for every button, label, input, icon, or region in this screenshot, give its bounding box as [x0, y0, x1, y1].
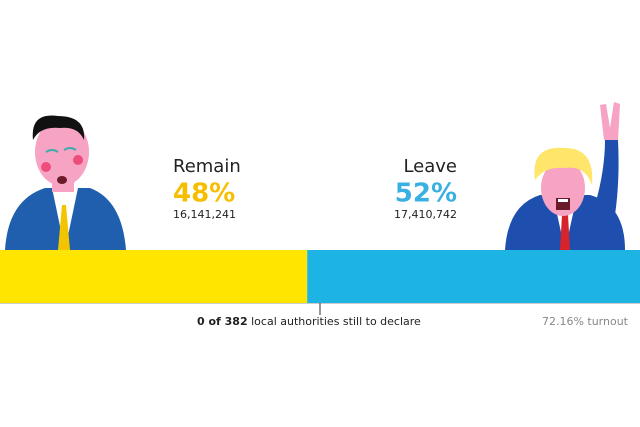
side-name: Leave: [403, 156, 457, 177]
remain-figure: [5, 115, 126, 250]
declared-status: 0 of 382 local authorities still to decl…: [197, 315, 421, 328]
declared-count: 0 of 382: [197, 315, 248, 328]
side-percent: 52%: [395, 179, 457, 209]
vote-bar: [0, 250, 308, 303]
side-percent: 48%: [173, 179, 235, 209]
side-votes: 17,410,742: [394, 208, 457, 221]
turnout: 72.16% turnout: [542, 315, 629, 328]
declared-note: local authorities still to declare: [251, 315, 421, 328]
vote-bar: [307, 250, 640, 303]
leave-figure: [505, 102, 625, 250]
side-votes: 16,141,241: [173, 208, 236, 221]
side-name: Remain: [173, 156, 241, 177]
